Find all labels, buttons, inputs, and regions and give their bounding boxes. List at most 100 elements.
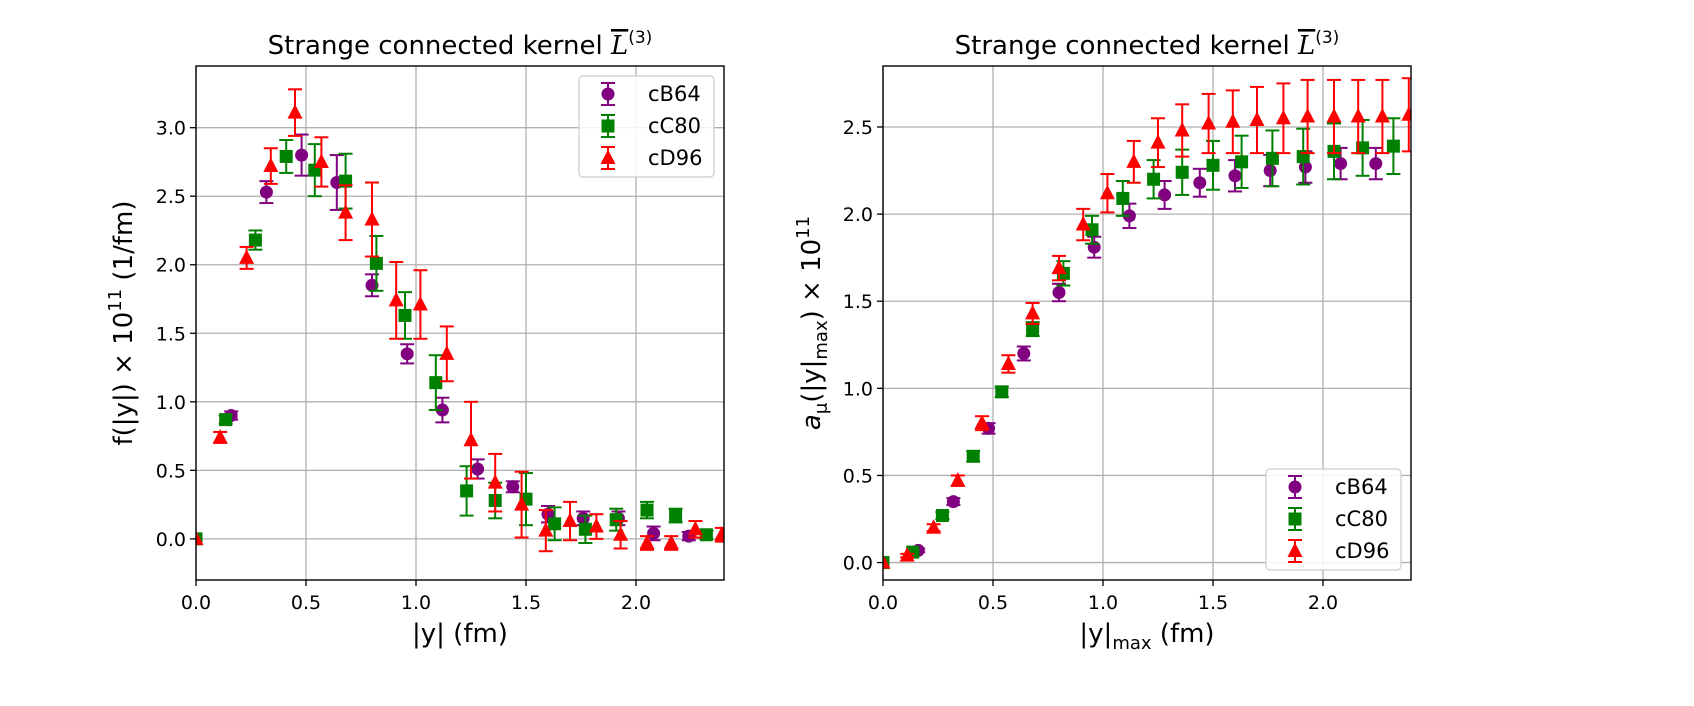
chart-panel-1: 0.0 0.5 1.0 1.5 2.0 0.0 0.5 1.0 1.5 2.0 2.5 3.0 Stra… xyxy=(105,28,725,649)
data-point xyxy=(1249,111,1265,127)
data-point xyxy=(1263,164,1277,178)
y-tick-label: 2.0 xyxy=(843,204,873,226)
legend-box xyxy=(1265,468,1402,571)
data-point xyxy=(369,256,383,270)
data-point xyxy=(471,462,485,476)
data-point xyxy=(1147,172,1161,186)
legend-label: cD96 xyxy=(648,146,702,170)
data-point xyxy=(899,547,915,562)
data-point xyxy=(1235,155,1249,169)
data-point xyxy=(1051,259,1067,275)
data-point xyxy=(1326,108,1342,123)
legend-box xyxy=(578,75,715,178)
legend-item-cC80: cC80 xyxy=(1288,507,1388,531)
legend-item-cC80: cC80 xyxy=(601,114,701,138)
data-point xyxy=(926,519,942,534)
title-text: Strange connected kernel xyxy=(955,31,1290,61)
data-point xyxy=(1225,113,1241,128)
data-point xyxy=(1386,139,1400,153)
legend: cB64 cC80 cD96 xyxy=(1265,468,1402,571)
data-point xyxy=(400,347,414,361)
y-tick-label: 0.5 xyxy=(156,460,186,482)
data-point xyxy=(1275,109,1291,125)
data-point xyxy=(287,104,303,119)
data-point xyxy=(1350,108,1366,123)
data-point xyxy=(950,472,966,487)
data-point xyxy=(412,295,428,311)
data-point xyxy=(295,148,309,162)
data-point xyxy=(1025,304,1041,320)
y-tick-label: 2.0 xyxy=(156,255,186,277)
x-tick-label: 0.5 xyxy=(978,592,1008,614)
data-point xyxy=(1026,322,1040,336)
x-tick-label: 0.0 xyxy=(181,592,211,614)
y-label-mid: (|y| xyxy=(797,360,827,403)
data-point xyxy=(1158,188,1172,202)
title-superscript: (3) xyxy=(628,28,652,48)
data-point xyxy=(669,509,683,523)
data-point xyxy=(1175,165,1189,179)
data-point xyxy=(883,554,891,569)
y-tick-label: 3.0 xyxy=(156,118,186,140)
legend-label: cC80 xyxy=(1335,507,1388,531)
data-point xyxy=(439,345,455,360)
y-label-exponent: 11 xyxy=(793,216,814,239)
data-point xyxy=(1401,106,1411,121)
series-cD96 xyxy=(883,77,1411,569)
data-point xyxy=(687,520,703,536)
title-superscript: (3) xyxy=(1315,28,1339,48)
x-tick-label: 1.5 xyxy=(511,592,541,614)
data-point xyxy=(219,413,233,427)
y-label-exponent: 11 xyxy=(105,289,126,312)
data-point xyxy=(1000,355,1016,370)
x-tick-label: 0.0 xyxy=(868,592,898,614)
x-label-unit: (fm) xyxy=(1152,619,1215,649)
data-point xyxy=(259,185,273,199)
data-point xyxy=(196,530,204,545)
data-point xyxy=(460,484,474,498)
y-label-main: f(|y|) × 10 xyxy=(109,312,139,446)
data-point xyxy=(1085,223,1099,237)
y-axis-label: f(|y|) × 1011 (1/fm) xyxy=(105,201,139,446)
data-point xyxy=(974,414,990,430)
data-point xyxy=(364,211,380,226)
data-point xyxy=(1193,176,1207,190)
data-point xyxy=(398,308,412,322)
x-tick-label: 1.0 xyxy=(1088,592,1118,614)
legend-marker xyxy=(601,119,615,133)
y-tick-label: 2.5 xyxy=(156,186,186,208)
data-point xyxy=(1334,157,1348,171)
data-point xyxy=(538,522,554,537)
legend-label: cB64 xyxy=(1335,475,1388,499)
data-point xyxy=(995,385,1009,399)
data-point xyxy=(1201,114,1217,130)
y-tick-label: 0.0 xyxy=(156,529,186,551)
chart-panel-2: 0.0 0.5 1.0 1.5 2.0 0.0 0.5 1.0 1.5 2.0 2.5 Strange… xyxy=(793,28,1412,654)
data-point xyxy=(578,522,592,536)
data-point xyxy=(640,503,654,517)
data-point xyxy=(365,278,379,292)
data-point xyxy=(429,376,443,390)
data-point xyxy=(463,431,479,447)
data-point xyxy=(609,513,623,527)
legend-item-cD96: cD96 xyxy=(600,146,702,170)
x-tick-label: 1.0 xyxy=(401,592,431,614)
data-point xyxy=(1017,346,1031,360)
chart-title: Strange connected kernel L(3) xyxy=(955,28,1340,61)
y-label-main: a xyxy=(797,414,827,430)
data-point xyxy=(1116,191,1130,205)
y-tick-label: 1.0 xyxy=(843,378,873,400)
y-tick-label: 1.0 xyxy=(156,392,186,414)
x-tick-label: 1.5 xyxy=(1198,592,1228,614)
axes-frame xyxy=(882,65,1412,581)
data-point xyxy=(613,526,629,541)
data-point xyxy=(212,428,228,444)
data-point xyxy=(1369,157,1383,171)
series-cD96 xyxy=(196,88,724,553)
data-point xyxy=(714,526,724,541)
data-point xyxy=(1126,153,1142,168)
y-label-unit: (1/fm) xyxy=(109,201,139,289)
axes-frame xyxy=(195,65,725,581)
y-label-tail: ) × 10 xyxy=(797,239,827,321)
